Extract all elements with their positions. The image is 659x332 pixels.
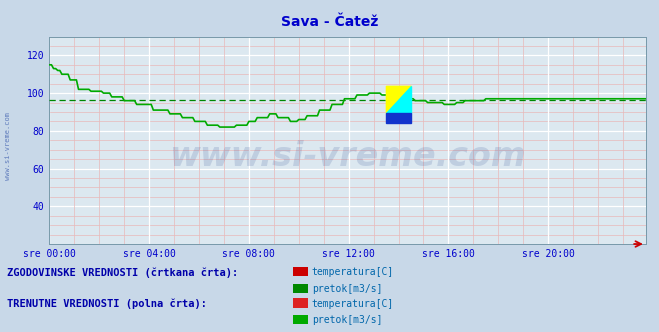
Text: pretok[m3/s]: pretok[m3/s] [312,284,382,294]
Polygon shape [386,86,411,113]
Text: TRENUTNE VREDNOSTI (polna črta):: TRENUTNE VREDNOSTI (polna črta): [7,299,206,309]
Text: temperatura[C]: temperatura[C] [312,299,394,309]
Text: pretok[m3/s]: pretok[m3/s] [312,315,382,325]
Polygon shape [386,86,411,113]
Text: Sava - Čatež: Sava - Čatež [281,15,378,29]
Text: www.si-vreme.com: www.si-vreme.com [5,112,11,180]
Polygon shape [386,113,411,123]
Text: temperatura[C]: temperatura[C] [312,267,394,277]
Text: www.si-vreme.com: www.si-vreme.com [169,140,526,173]
Text: ZGODOVINSKE VREDNOSTI (črtkana črta):: ZGODOVINSKE VREDNOSTI (črtkana črta): [7,267,238,278]
